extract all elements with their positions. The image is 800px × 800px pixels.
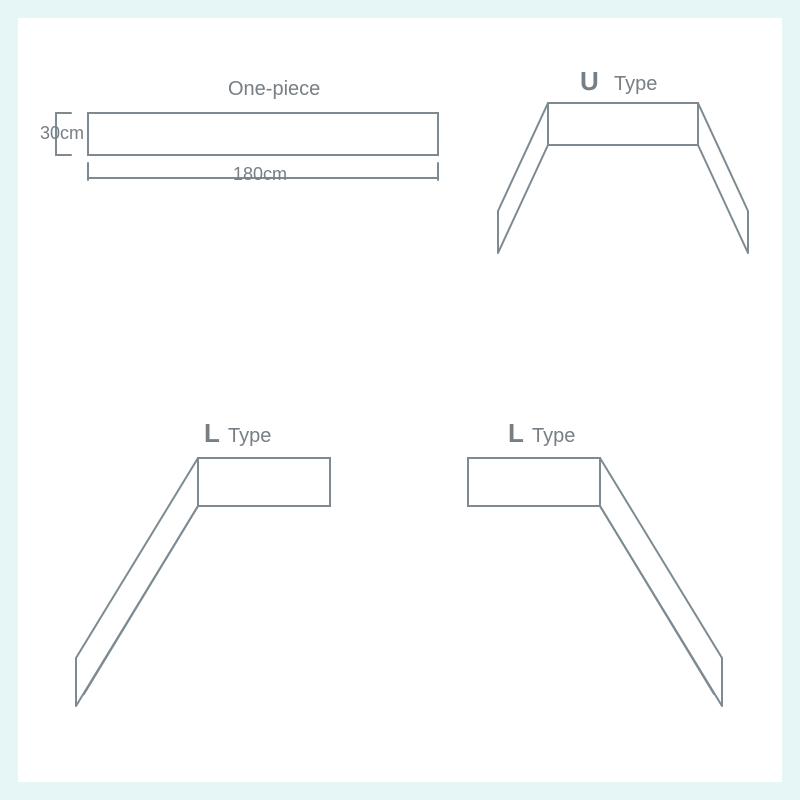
label-l-left-letter: L bbox=[204, 418, 220, 449]
label-one-piece: One-piece bbox=[228, 78, 320, 101]
label-u-type-word: Type bbox=[614, 73, 657, 96]
label-l-right-letter: L bbox=[508, 418, 524, 449]
diagram-canvas: One-piece U Type L Type L Type 30cm 180c… bbox=[18, 18, 782, 782]
label-l-left-word: Type bbox=[228, 425, 271, 448]
label-height-dim: 30cm bbox=[40, 123, 84, 144]
label-l-right-word: Type bbox=[532, 425, 575, 448]
label-width-dim: 180cm bbox=[233, 164, 287, 185]
label-u-type-letter: U bbox=[580, 66, 599, 97]
diagram-svg bbox=[18, 18, 782, 782]
